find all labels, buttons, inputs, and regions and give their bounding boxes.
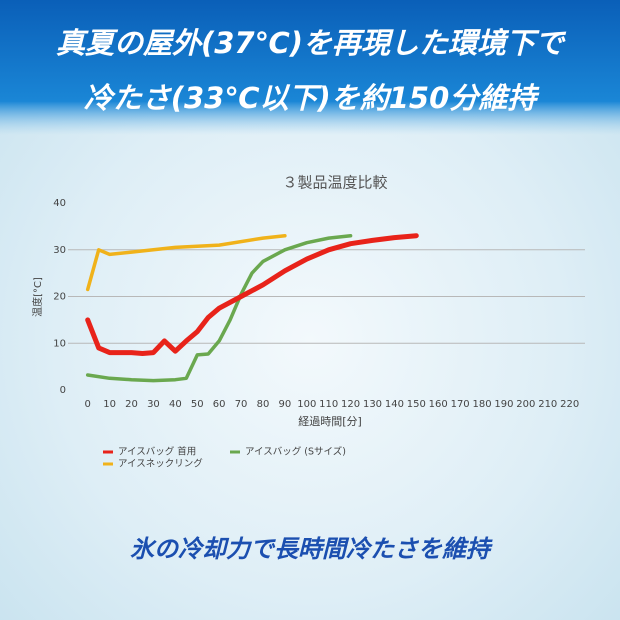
x-tick-label: 90 xyxy=(279,399,292,410)
x-tick-label: 140 xyxy=(385,399,404,410)
series-line xyxy=(85,233,353,383)
x-tick-label: 180 xyxy=(472,399,491,410)
legend-label: アイスバッグ (Sサイズ) xyxy=(245,446,346,458)
y-axis-label: 温度[°C] xyxy=(31,277,44,317)
legend-label: アイスネックリング xyxy=(118,458,203,470)
header-line: 真夏の屋外(37℃)を再現した環境下で xyxy=(56,26,567,60)
x-tick-label: 220 xyxy=(560,399,579,410)
x-tick-label: 130 xyxy=(363,399,382,410)
x-tick-label: 200 xyxy=(516,399,535,410)
x-tick-label: 10 xyxy=(103,399,116,410)
x-tick-label: 160 xyxy=(429,399,448,410)
x-tick-label: 110 xyxy=(319,399,338,410)
header-line: 冷たさ(33℃以下)を約150分維持 xyxy=(84,81,541,115)
x-tick-label: 80 xyxy=(257,399,270,410)
x-tick-label: 190 xyxy=(494,399,513,410)
x-tick-label: 30 xyxy=(147,399,160,410)
chart-title: ３製品温度比較 xyxy=(282,174,387,192)
x-tick-label: 120 xyxy=(341,399,360,410)
series-line xyxy=(85,233,419,356)
y-tick-label: 10 xyxy=(53,338,66,349)
header-band xyxy=(0,0,620,135)
y-tick-label: 20 xyxy=(53,292,66,303)
x-tick-label: 60 xyxy=(213,399,226,410)
x-tick-label: 170 xyxy=(451,399,470,410)
x-tick-label: 40 xyxy=(169,399,182,410)
series-line xyxy=(85,233,287,292)
x-tick-label: 150 xyxy=(407,399,426,410)
x-tick-label: 0 xyxy=(85,399,91,410)
y-tick-label: 0 xyxy=(60,385,66,396)
x-tick-label: 70 xyxy=(235,399,248,410)
x-axis-label: 経過時間[分] xyxy=(298,415,362,428)
y-tick-label: 40 xyxy=(53,198,66,209)
legend-label: アイスバッグ 首用 xyxy=(118,446,196,458)
x-tick-label: 50 xyxy=(191,399,204,410)
footer-text: 氷の冷却力で長時間冷たさを維持 xyxy=(130,535,493,563)
y-tick-label: 30 xyxy=(53,245,66,256)
x-tick-label: 210 xyxy=(538,399,557,410)
x-tick-label: 100 xyxy=(297,399,316,410)
x-tick-label: 20 xyxy=(125,399,138,410)
